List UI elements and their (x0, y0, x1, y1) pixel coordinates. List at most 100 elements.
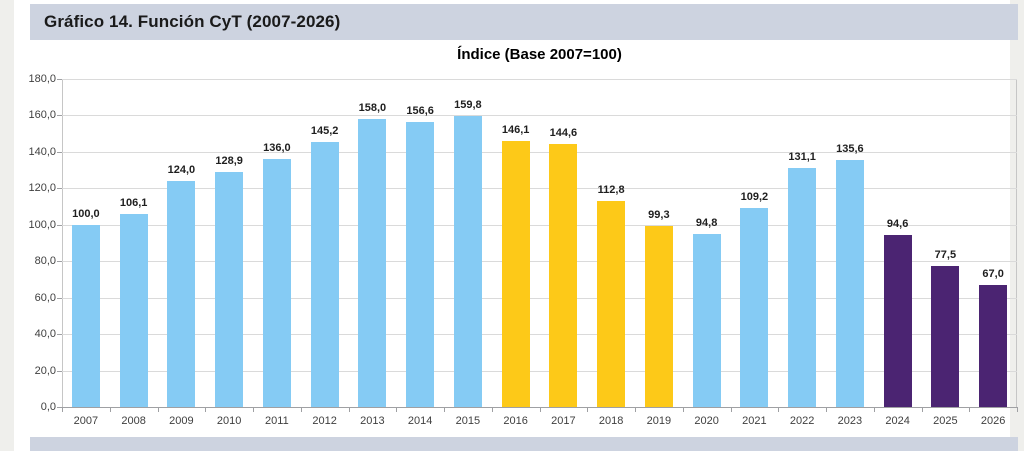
bar-value-label: 145,2 (310, 125, 339, 138)
y-tick-label: 80,0 (34, 255, 56, 268)
bar-value-label: 128,9 (215, 155, 243, 168)
y-tick-label: 0,0 (40, 401, 56, 413)
chart-title: Índice (Base 2007=100) (457, 46, 622, 63)
bar-value-label: 109,2 (740, 191, 769, 203)
bar-value-label: 112,8 (597, 184, 625, 197)
bar-value-label: 99,3 (648, 209, 670, 222)
y-tick-label: 100,0 (28, 218, 56, 231)
bar (453, 115, 482, 407)
x-tick-label: 2007 (73, 415, 99, 427)
bar-value-label: 94,8 (695, 217, 718, 230)
bar-value-label: 158,0 (358, 102, 387, 115)
x-tick-label: 2026 (980, 415, 1006, 427)
bar-value-label: 144,6 (549, 126, 578, 139)
x-tick-label: 2010 (216, 415, 242, 427)
bar-value-label: 100,0 (72, 207, 100, 220)
gridline (62, 115, 1017, 117)
y-tick-mark (57, 115, 62, 117)
y-tick-mark (57, 297, 62, 299)
bar (788, 168, 817, 407)
y-tick-mark (57, 370, 62, 372)
y-tick-mark (57, 407, 62, 408)
gridline (62, 224, 1017, 226)
x-tick-mark (205, 408, 207, 412)
x-tick-mark (396, 408, 398, 412)
x-axis-line (62, 407, 1018, 408)
gridline (62, 188, 1017, 190)
section-header-bar: Gráfico 14. Función CyT (2007-2026) (30, 4, 1018, 40)
x-tick-mark (969, 408, 971, 412)
x-tick-mark (778, 408, 780, 412)
gridline (62, 151, 1017, 153)
next-section-header-strip (30, 437, 1018, 451)
bar-value-label: 67,0 (982, 267, 1004, 280)
x-tick-mark (921, 408, 923, 412)
bar (119, 213, 148, 407)
bar (358, 119, 387, 407)
y-tick-mark (57, 261, 62, 263)
x-tick-mark (109, 408, 111, 412)
x-tick-label: 2012 (312, 415, 337, 427)
bar (644, 226, 673, 407)
x-tick-mark (253, 408, 254, 412)
bar-value-label: 106,1 (119, 196, 148, 209)
y-tick-label: 40,0 (34, 328, 56, 341)
bar (310, 142, 339, 407)
y-tick-label: 60,0 (34, 291, 56, 304)
x-tick-label: 2013 (360, 415, 385, 427)
bar-value-label: 131,1 (788, 151, 816, 164)
bar-value-label: 77,5 (934, 248, 957, 261)
x-tick-label: 2014 (407, 415, 433, 427)
x-tick-mark (62, 408, 63, 412)
gridline (62, 79, 1017, 80)
bar (979, 284, 1008, 407)
y-tick-label: 120,0 (28, 182, 56, 195)
x-tick-mark (682, 408, 684, 412)
y-tick-label: 180,0 (28, 73, 56, 85)
x-tick-mark (300, 408, 302, 412)
bar (215, 172, 244, 407)
bar (740, 208, 769, 407)
bar-value-label: 124,0 (167, 164, 196, 177)
x-tick-label: 2018 (598, 415, 624, 427)
x-tick-mark (1017, 408, 1018, 412)
y-tick-mark (57, 224, 62, 226)
bar (406, 121, 435, 407)
x-tick-label: 2019 (646, 415, 672, 427)
x-tick-mark (730, 408, 732, 412)
x-tick-label: 2017 (551, 415, 576, 427)
x-tick-mark (491, 408, 493, 412)
bar (883, 234, 912, 407)
gridline (62, 370, 1017, 372)
bar-value-label: 94,6 (886, 217, 909, 230)
x-tick-label: 2021 (742, 415, 767, 427)
bar (262, 159, 291, 407)
y-tick-label: 160,0 (28, 109, 56, 122)
x-tick-label: 2025 (933, 415, 958, 427)
x-tick-mark (873, 408, 875, 412)
bar (931, 265, 960, 407)
y-tick-mark (57, 334, 62, 336)
x-tick-mark (348, 408, 350, 412)
bar-value-label: 146,1 (501, 123, 530, 136)
bar (597, 201, 626, 407)
x-tick-label: 2024 (885, 415, 910, 427)
bar-value-label: 156,6 (406, 104, 434, 117)
y-tick-mark (57, 188, 62, 190)
bar (71, 224, 100, 407)
x-tick-mark (635, 408, 636, 412)
bar (167, 181, 196, 407)
bar-value-label: 136,0 (263, 142, 291, 155)
bar (692, 234, 721, 407)
x-tick-mark (587, 408, 589, 412)
x-tick-mark (444, 408, 445, 412)
bar-value-label: 135,6 (836, 142, 864, 155)
y-tick-label: 20,0 (34, 364, 56, 377)
x-tick-label: 2023 (837, 415, 863, 427)
x-tick-label: 2022 (789, 415, 815, 427)
content-panel: Gráfico 14. Función CyT (2007-2026) Índi… (14, 0, 1018, 451)
gridline (62, 261, 1017, 263)
section-title: Gráfico 14. Función CyT (2007-2026) (44, 12, 341, 31)
x-tick-label: 2009 (169, 415, 194, 427)
x-tick-label: 2011 (265, 415, 289, 427)
